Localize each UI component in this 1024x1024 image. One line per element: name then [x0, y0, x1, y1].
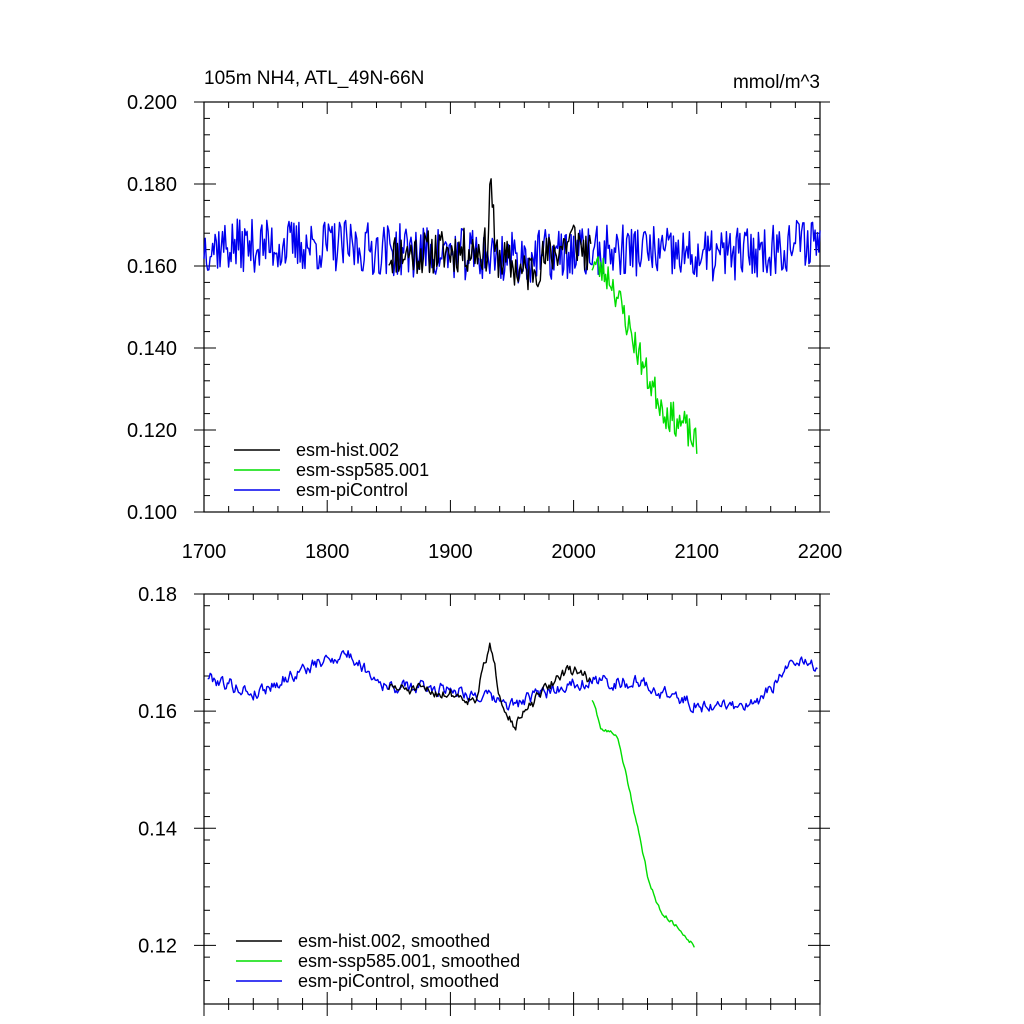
y-tick-label: 0.160 [127, 256, 177, 278]
x-tick-label: 2200 [798, 541, 843, 563]
top-panel-units: mmol/m^3 [733, 72, 820, 93]
top-panel-frame [203, 101, 821, 513]
top-panel-ticks: 1700 1800 1900 2000 2100 2200 0.100 0.120 0.140 0… [127, 92, 842, 563]
y-tick-label: 0.140 [127, 338, 177, 360]
x-tick-label: 1700 [182, 541, 227, 563]
y-tick-label: 0.120 [127, 420, 177, 442]
x-tick-label: 1900 [428, 541, 473, 563]
series-line-esm-hist-002 [388, 178, 592, 291]
legend-label-hist: esm-hist.002 [296, 440, 399, 460]
bottom-panel-legend: esm-hist.002, smoothed esm-ssp585.001, s… [236, 931, 520, 991]
x-tick-label: 1800 [305, 541, 350, 563]
x-tick-label: 2000 [551, 541, 596, 563]
y-tick-label: 0.12 [138, 935, 177, 957]
x-tick-label: 2100 [675, 541, 720, 563]
y-tick-label: 0.100 [127, 502, 177, 524]
bottom-panel-ticks: 0.12 0.14 0.16 0.18 [138, 584, 830, 1016]
legend-label-picontrol-smoothed: esm-piControl, smoothed [298, 971, 499, 991]
bottom-panel-frame [203, 593, 821, 1005]
series-line-esm-ssp585-001-smoothed [591, 699, 695, 948]
y-tick-label: 0.16 [138, 701, 177, 723]
top-panel-legend: esm-hist.002 esm-ssp585.001 esm-piContro… [234, 440, 429, 500]
series-line-esm-hist-002-smoothed [388, 642, 592, 731]
top-panel-series [203, 178, 821, 454]
top-panel: 105m NH4, ATL_49N-66N mmol/m^3 1700 1800 1… [127, 68, 842, 563]
legend-label-hist-smoothed: esm-hist.002, smoothed [298, 931, 490, 951]
y-tick-label: 0.14 [138, 818, 177, 840]
series-line-esm-picontrol [203, 218, 821, 284]
series-line-esm-picontrol-smoothed [207, 650, 818, 714]
series-line-esm-ssp585-001 [591, 256, 698, 454]
legend-label-ssp585-smoothed: esm-ssp585.001, smoothed [298, 951, 520, 971]
bottom-panel-series [207, 642, 818, 948]
legend-label-ssp585: esm-ssp585.001 [296, 460, 429, 480]
bottom-panel: 0.12 0.14 0.16 0.18 esm-hist.002, smoothed … [138, 584, 830, 1016]
top-panel-title: 105m NH4, ATL_49N-66N [204, 68, 424, 89]
y-tick-label: 0.18 [138, 584, 177, 606]
y-tick-label: 0.180 [127, 174, 177, 196]
legend-label-picontrol: esm-piControl [296, 480, 408, 500]
y-tick-label: 0.200 [127, 92, 177, 114]
